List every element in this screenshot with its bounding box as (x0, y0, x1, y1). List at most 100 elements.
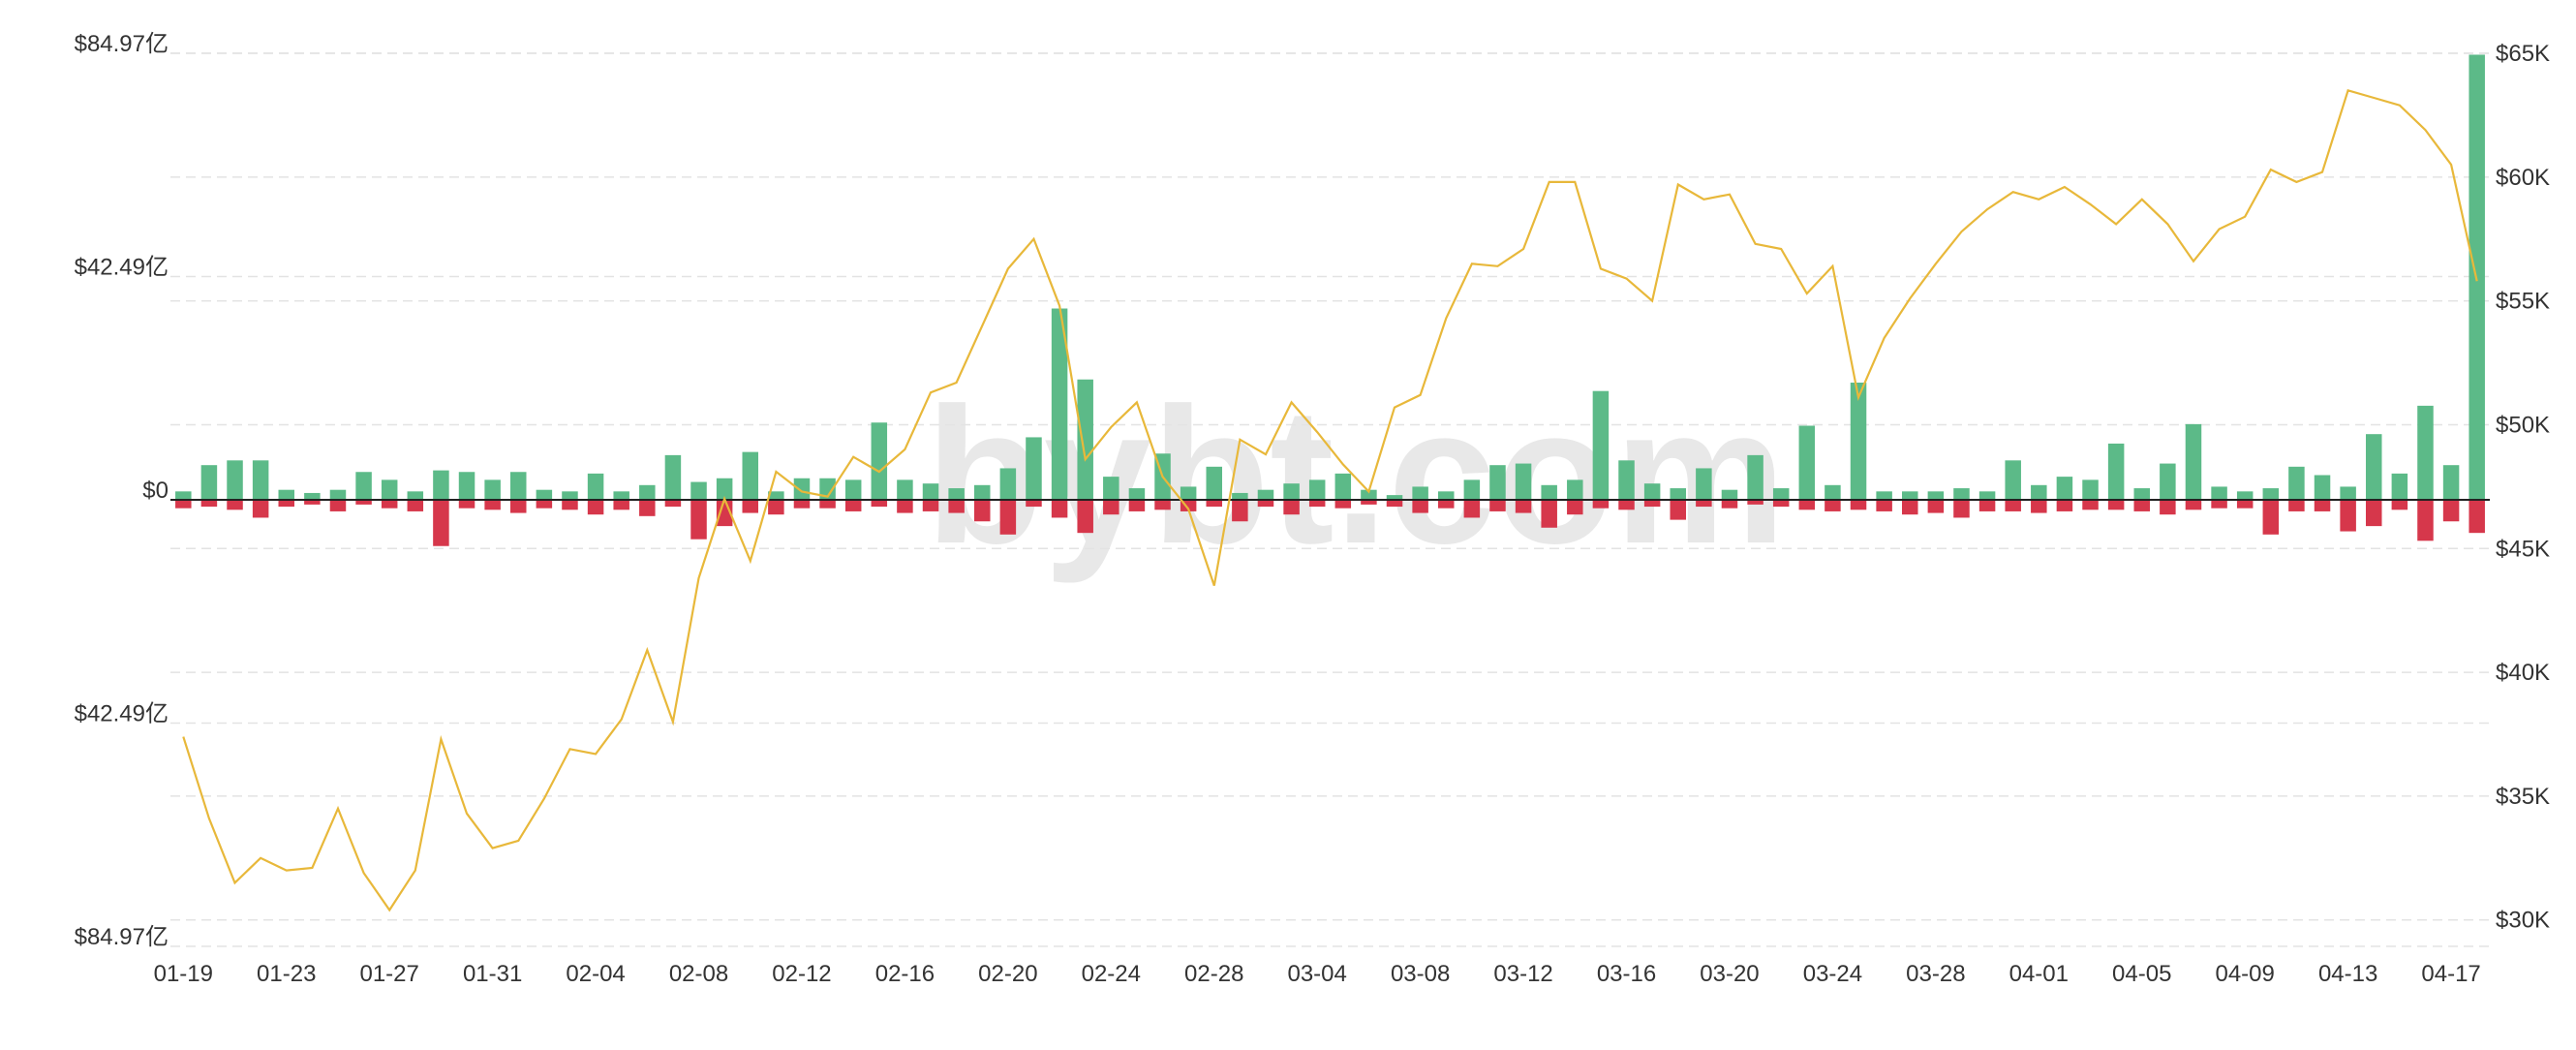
bar (974, 500, 991, 522)
bar (922, 500, 939, 511)
bar (2185, 423, 2202, 500)
bar (2031, 500, 2047, 513)
bar (897, 500, 913, 513)
bar (484, 479, 501, 500)
x-tick-label: 04-05 (2112, 961, 2171, 987)
bar (355, 472, 372, 500)
bar (1463, 500, 1481, 518)
bar (510, 500, 527, 513)
bar (1334, 500, 1352, 509)
bar (562, 491, 578, 500)
bar (1541, 484, 1557, 500)
bar (1154, 500, 1171, 510)
bar (2056, 477, 2073, 500)
bar (304, 500, 321, 505)
bar (664, 500, 682, 508)
bar (1334, 473, 1352, 500)
bar (1308, 500, 1326, 508)
x-tick-label: 02-24 (1082, 961, 1141, 987)
bar (484, 500, 501, 510)
bar (536, 500, 553, 509)
bar (1257, 500, 1274, 508)
y2-tick-label: $60K (2496, 165, 2550, 191)
bar (1361, 489, 1377, 500)
bar (999, 468, 1017, 500)
bar (2391, 500, 2408, 510)
y-tick-label: $42.49亿 (75, 701, 169, 727)
bar (897, 479, 913, 500)
bar (1798, 425, 1816, 500)
bar (871, 422, 888, 500)
bar (1077, 379, 1093, 500)
bar (1953, 500, 1970, 518)
bar (1876, 491, 1892, 500)
bar (2469, 500, 2485, 534)
bar (2107, 443, 2125, 500)
x-tick-label: 01-31 (463, 961, 522, 987)
bar (690, 481, 707, 500)
bar (690, 500, 707, 540)
bar (1103, 500, 1119, 515)
bar (1128, 500, 1146, 511)
bar (329, 489, 347, 500)
bar (2133, 500, 2150, 511)
x-tick-label: 03-28 (1906, 961, 1965, 987)
bar (1206, 466, 1222, 500)
bar (2314, 475, 2331, 500)
bar (1077, 500, 1093, 534)
bar (793, 478, 811, 500)
bar (613, 491, 629, 500)
bar (510, 472, 527, 500)
bar (819, 478, 836, 500)
bar (1696, 468, 1712, 500)
x-tick-label: 03-04 (1287, 961, 1346, 987)
bar (407, 491, 424, 500)
bar (227, 500, 243, 510)
x-tick-label: 01-23 (257, 961, 316, 987)
bar (1902, 491, 1918, 500)
bar (1103, 477, 1119, 500)
bar (2417, 500, 2434, 541)
bar (1825, 500, 1841, 511)
y2-tick-label: $45K (2496, 536, 2550, 562)
bar (2340, 500, 2356, 532)
bar (1978, 491, 1996, 500)
y2-tick-label: $30K (2496, 908, 2550, 934)
bar (227, 460, 243, 500)
bar (1128, 488, 1146, 500)
bar (1825, 484, 1841, 500)
bar (1283, 500, 1300, 515)
bar (1747, 454, 1763, 500)
bar (1643, 500, 1661, 508)
bar (948, 500, 965, 513)
bar (1592, 390, 1610, 500)
bar (2366, 500, 2382, 527)
price-line (182, 88, 2478, 912)
bar (613, 500, 629, 510)
y2-tick-label: $40K (2496, 660, 2550, 686)
bar (1257, 489, 1274, 500)
bar (742, 500, 758, 513)
bar (1721, 489, 1738, 500)
bar (1051, 308, 1068, 500)
x-tick-label: 01-19 (154, 961, 213, 987)
bar (1643, 483, 1661, 500)
x-tick-label: 04-17 (2421, 961, 2480, 987)
bar (2160, 463, 2176, 500)
bar (922, 483, 939, 500)
bar (871, 500, 888, 508)
bar (433, 470, 449, 500)
bar (278, 489, 294, 500)
bar (844, 479, 862, 500)
bar (1798, 500, 1816, 510)
bar (562, 500, 578, 510)
y2-tick-label: $50K (2496, 412, 2550, 438)
bar (1902, 500, 1918, 515)
bar (1876, 500, 1892, 511)
bar (1386, 500, 1403, 508)
bar (1489, 465, 1506, 500)
bar (2056, 500, 2073, 511)
bar (1670, 488, 1686, 500)
bar (768, 491, 784, 500)
